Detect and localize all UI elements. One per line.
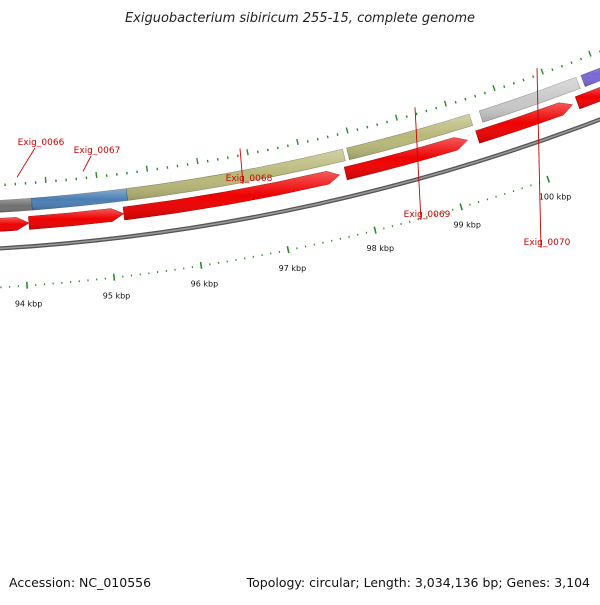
tick-mark [541, 69, 543, 75]
tick-mark [197, 158, 198, 164]
tick-mark [45, 177, 46, 183]
tick-mark [297, 139, 298, 145]
summary-text: Topology: circular; Length: 3,034,136 bp… [246, 575, 590, 590]
major-tick [27, 282, 28, 289]
tick-mark [562, 65, 563, 67]
gene-label: Exig_0070 [524, 238, 571, 248]
major-tick [374, 227, 376, 234]
tick-mark [317, 138, 318, 140]
tick-mark [96, 172, 97, 178]
minor-tick [505, 193, 506, 195]
minor-tick [452, 209, 453, 211]
ruler-label: 100 kbp [539, 193, 572, 202]
tick-mark [589, 51, 591, 57]
cds-arrow-shade [28, 209, 123, 230]
tick-mark [426, 110, 427, 112]
tick-mark [436, 107, 437, 109]
major-tick [547, 176, 549, 183]
tick-mark [308, 140, 309, 142]
minor-tick [513, 190, 514, 192]
gene-label: Exig_0068 [226, 174, 273, 184]
tick-mark [387, 121, 388, 123]
tick-mark [337, 133, 338, 135]
ruler-label: 98 kbp [367, 244, 395, 253]
gene-block-shade [581, 61, 600, 87]
major-tick [201, 262, 202, 269]
tick-mark [571, 61, 572, 63]
tick-mark [288, 145, 289, 147]
page-title: Exiguobacterium sibiricum 255-15, comple… [125, 11, 475, 26]
tick-mark [247, 149, 248, 155]
tick-mark [514, 82, 515, 84]
minor-tick [522, 187, 523, 189]
tick-mark [416, 113, 417, 115]
minor-tick [496, 196, 497, 198]
tick-mark [396, 115, 398, 121]
cds-arrow-shade [0, 217, 29, 232]
tick-mark [475, 95, 476, 97]
major-tick [460, 203, 462, 210]
tick-mark [581, 58, 582, 60]
tick-mark [346, 128, 347, 134]
ruler-label: 96 kbp [191, 280, 219, 289]
tick-mark [533, 75, 534, 77]
tick-mark [484, 92, 485, 94]
minor-tick [487, 199, 488, 201]
tick-mark [504, 85, 505, 87]
tick-mark [455, 101, 456, 103]
tick-mark [147, 166, 148, 172]
ruler-label: 97 kbp [279, 264, 307, 273]
minor-tick [470, 204, 471, 206]
minor-tick [531, 185, 532, 187]
ruler-label: 99 kbp [453, 221, 481, 230]
label-leader-line [83, 156, 91, 171]
tick-mark [552, 69, 553, 71]
tick-mark [327, 136, 328, 138]
tick-mark [406, 115, 407, 117]
gene-label: Exig_0069 [404, 210, 451, 220]
accession-text: Accession: NC_010556 [9, 575, 151, 590]
tick-mark [493, 85, 495, 91]
minor-tick [478, 201, 479, 203]
major-tick [287, 246, 288, 253]
tick-mark [268, 149, 269, 151]
major-tick [114, 274, 115, 281]
tick-mark [465, 98, 466, 100]
ruler-label: 94 kbp [15, 300, 43, 309]
tick-mark [377, 123, 378, 125]
tick-mark [523, 79, 524, 81]
gene-label: Exig_0066 [18, 138, 65, 148]
tick-mark [445, 101, 447, 107]
tick-mark [367, 126, 368, 128]
label-leader-line [415, 107, 421, 220]
gene-label: Exig_0067 [74, 146, 121, 156]
tick-mark [278, 147, 279, 149]
ruler-label: 95 kbp [103, 292, 131, 301]
gene-block-shade [32, 189, 128, 211]
tick-mark [357, 128, 358, 130]
label-leader-line [17, 148, 35, 177]
